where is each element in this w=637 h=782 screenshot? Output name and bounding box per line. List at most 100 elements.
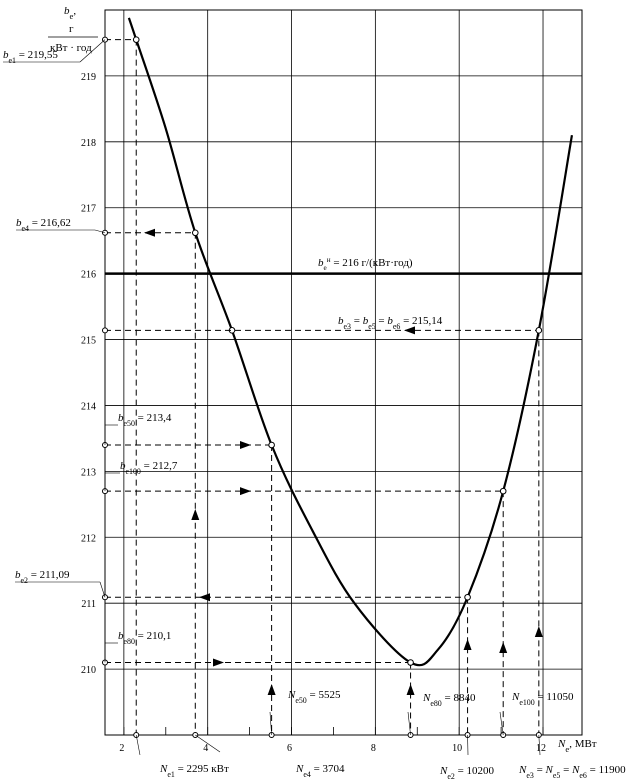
x-tick-label: 8 xyxy=(371,743,376,754)
x-value-label-part: e50 xyxy=(295,696,306,705)
x-value-label-part: N xyxy=(545,764,554,776)
y-tick-label: 215 xyxy=(81,336,96,347)
x-tick-label: 2 xyxy=(119,743,124,754)
x-value-label: Ne50 = 5525 xyxy=(287,689,341,705)
reference-label-part: н xyxy=(327,256,331,264)
x-value-label-part: = 3704 xyxy=(311,763,345,775)
y-axis-label-part: e xyxy=(70,11,74,21)
y-tick-label: 214 xyxy=(81,401,96,412)
x-value-label-part: = 5525 xyxy=(307,689,341,701)
x-tick-label: 10 xyxy=(452,743,462,754)
y-axis-label: кВт · год xyxy=(50,42,92,54)
leader-line xyxy=(538,734,541,756)
reference-label-part: = 216 г/(кВт·год) xyxy=(331,257,413,269)
x-axis-label-part: N xyxy=(557,738,566,750)
point xyxy=(464,593,471,601)
point xyxy=(268,441,275,449)
arrow xyxy=(267,684,276,695)
x-value-label-part: N xyxy=(295,763,304,775)
y-axis-label: be, xyxy=(64,5,76,21)
reference-label-part: b xyxy=(318,257,324,269)
y-tick-label: 213 xyxy=(81,467,96,478)
point xyxy=(191,229,199,237)
x-value-label-part: e1 xyxy=(167,770,175,779)
curve xyxy=(127,17,574,667)
x-value-label: Ne2 = 10200 xyxy=(439,765,495,781)
arrow xyxy=(463,639,472,650)
y-value-label-part: = 211,09 xyxy=(28,569,70,581)
plot-frame xyxy=(104,9,583,736)
x-tick-label: 4 xyxy=(203,743,208,754)
y-value-label-part: b xyxy=(387,315,393,327)
y-value-label-part: = xyxy=(351,315,363,327)
x-tick-label: 12 xyxy=(536,743,546,754)
x-value-label-part: e4 xyxy=(303,770,311,779)
y-value-label-part: b xyxy=(118,630,124,642)
y-value-label-part: b xyxy=(3,49,9,61)
y-value-label-part: b xyxy=(120,460,126,472)
y-tick-label: 219 xyxy=(81,72,96,83)
x-value-label: Ne3 = Ne5 = Ne6 = 11900 xyxy=(518,764,626,780)
leader-line xyxy=(99,581,106,598)
y-value-label-part: e2 xyxy=(21,576,29,585)
x-value-label-part: N xyxy=(422,692,431,704)
arrow xyxy=(240,487,251,496)
x-value-label-part: N xyxy=(159,763,168,775)
x-value-label-part: = 2295 кВт xyxy=(175,763,229,775)
x-value-label: Ne100 = 11050 xyxy=(511,691,574,707)
y-value-label-part: = xyxy=(376,315,388,327)
x-value-label-part: = 10200 xyxy=(455,765,495,777)
y-value-label: be100 = 212,7 xyxy=(120,460,178,476)
y-value-label-part: = 215,14 xyxy=(400,315,442,327)
y-value-label-part: e5 xyxy=(368,322,376,331)
x-value-label-part: N xyxy=(511,691,520,703)
arrow xyxy=(144,228,155,237)
y-value-label-part: e80 xyxy=(124,637,135,646)
y-value-label-part: = 216,62 xyxy=(29,217,71,229)
x-value-label-part: e6 xyxy=(579,771,587,780)
point xyxy=(132,36,140,43)
x-value-label: Ne4 = 3704 xyxy=(295,763,345,779)
x-value-label: Ne1 = 2295 кВт xyxy=(159,763,229,779)
x-value-label-part: = 11050 xyxy=(535,691,574,703)
reference-label: beн = 216 г/(кВт·год) xyxy=(318,256,413,272)
arrow xyxy=(213,658,224,667)
x-value-label-part: = xyxy=(534,764,546,776)
y-value-label-part: e4 xyxy=(22,224,30,233)
arrow xyxy=(199,593,210,602)
y-value-label-part: e6 xyxy=(393,322,401,331)
arrow xyxy=(534,626,543,637)
x-value-label-part: N xyxy=(439,765,448,777)
y-value-label: be4 = 216,62 xyxy=(16,217,71,233)
leader-line xyxy=(195,734,221,753)
y-tick-label: 212 xyxy=(81,533,96,544)
y-axis-label-part: г xyxy=(69,23,74,35)
reference-label-part: e xyxy=(324,264,327,272)
y-tick-label: 211 xyxy=(81,599,96,610)
x-value-label-part: N xyxy=(518,764,527,776)
y-tick-label: 217 xyxy=(81,204,96,215)
point xyxy=(535,327,543,334)
arrow xyxy=(191,509,200,520)
y-axis-label-part: b xyxy=(64,5,70,17)
y-value-label-part: b xyxy=(118,412,124,424)
arrow xyxy=(240,441,251,449)
x-value-label-part: e2 xyxy=(447,772,455,781)
x-value-label-part: e100 xyxy=(519,698,534,707)
y-value-label-part: e100 xyxy=(126,467,141,476)
y-value-label-part: = 219,55 xyxy=(16,49,58,61)
x-value-label-part: e80 xyxy=(430,699,441,708)
x-axis-label-part: e xyxy=(565,744,569,754)
y-value-label: be1 = 219,55 xyxy=(3,49,58,65)
leader-line xyxy=(407,711,411,736)
x-tick-label: 6 xyxy=(287,743,292,754)
arrow xyxy=(404,326,415,335)
x-value-label-part: e3 xyxy=(526,771,534,780)
x-value-label-part: N xyxy=(571,764,580,776)
x-axis-label-part: , МВт xyxy=(569,738,597,750)
x-value-label-part: = 8840 xyxy=(442,692,476,704)
y-value-label-part: b xyxy=(16,217,22,229)
y-tick-label: 216 xyxy=(81,270,96,281)
leader-line xyxy=(79,39,106,63)
